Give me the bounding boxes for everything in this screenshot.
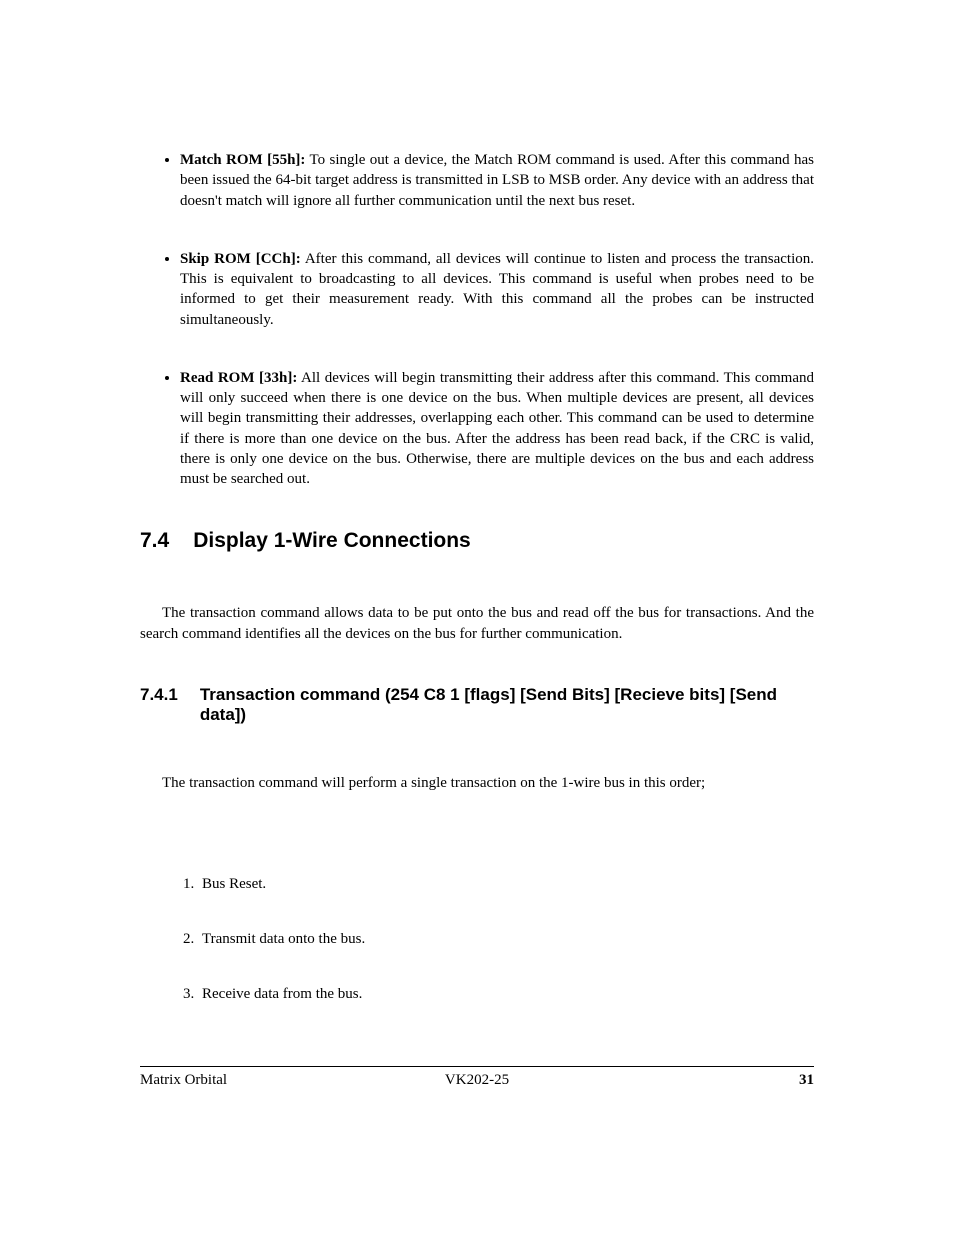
subsection-intro: The transaction command will perform a s… xyxy=(140,773,814,794)
footer-rule xyxy=(140,1066,814,1067)
command-name: Read ROM [33h]: xyxy=(180,370,297,386)
subsection-number: 7.4.1 xyxy=(140,685,178,725)
rom-command-list: Match ROM [55h]: To single out a device,… xyxy=(140,150,814,489)
list-item: Skip ROM [CCh]: After this command, all … xyxy=(180,249,814,330)
section-number: 7.4 xyxy=(140,529,169,553)
transaction-steps: Bus Reset. Transmit data onto the bus. R… xyxy=(140,874,814,1005)
subsection-title: Transaction command (254 C8 1 [flags] [S… xyxy=(200,685,814,725)
step-item: Receive data from the bus. xyxy=(198,984,814,1005)
section-title: Display 1-Wire Connections xyxy=(193,529,471,552)
list-item: Match ROM [55h]: To single out a device,… xyxy=(180,150,814,211)
section-heading: 7.4 Display 1-Wire Connections xyxy=(140,529,814,553)
list-item: Read ROM [33h]: All devices will begin t… xyxy=(180,368,814,490)
command-name: Skip ROM [CCh]: xyxy=(180,251,301,267)
footer-center: VK202-25 xyxy=(140,1072,814,1089)
command-name: Match ROM [55h]: xyxy=(180,152,305,168)
section-intro: The transaction command allows data to b… xyxy=(140,603,814,645)
document-page: Match ROM [55h]: To single out a device,… xyxy=(0,0,954,1235)
step-item: Bus Reset. xyxy=(198,874,814,895)
step-item: Transmit data onto the bus. xyxy=(198,929,814,950)
subsection-heading: 7.4.1 Transaction command (254 C8 1 [fla… xyxy=(140,685,814,725)
command-text: All devices will begin transmitting thei… xyxy=(180,370,814,487)
page-footer: Matrix Orbital VK202-25 31 xyxy=(140,1072,814,1089)
